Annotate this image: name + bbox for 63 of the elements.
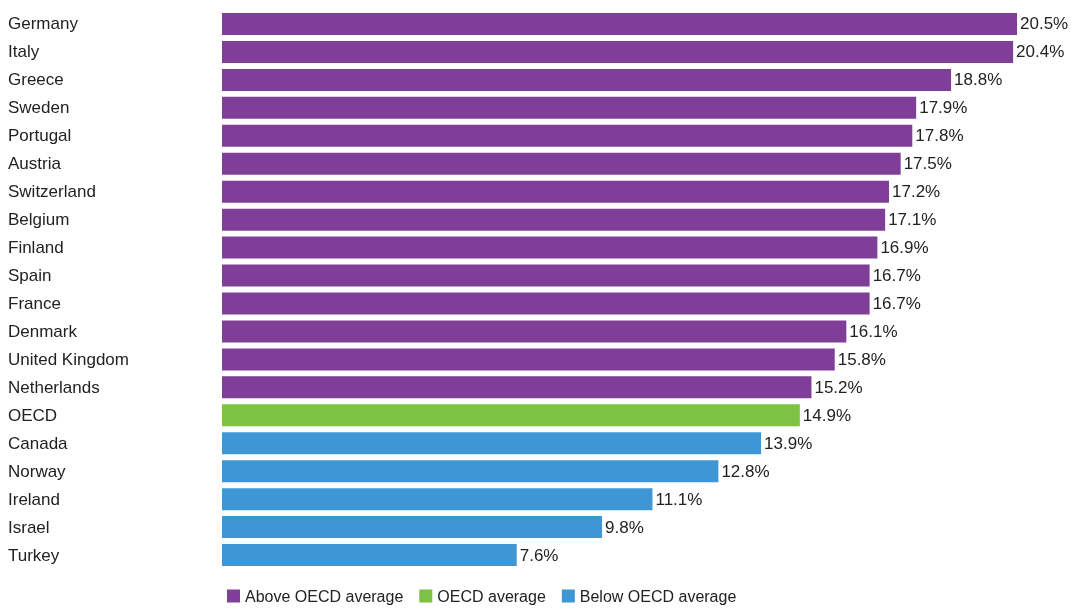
data-label: 17.2% [892, 182, 941, 202]
y-tick-label: United Kingdom [8, 349, 129, 369]
y-tick-label: Austria [8, 154, 62, 174]
data-label: 17.5% [903, 154, 952, 174]
y-tick-label: Belgium [8, 210, 70, 230]
bar [222, 460, 719, 483]
y-tick-label: Germany [8, 14, 79, 34]
data-label: 11.1% [655, 489, 703, 509]
y-tick-label: Sweden [8, 98, 70, 118]
data-label: 15.2% [814, 377, 863, 397]
bar [222, 236, 878, 259]
data-label: 16.7% [872, 293, 921, 313]
data-label: 20.5% [1020, 14, 1069, 34]
data-label: 7.6% [519, 545, 559, 565]
bar [222, 292, 870, 315]
bar [222, 40, 1014, 63]
bar [222, 516, 603, 539]
bar [222, 320, 847, 343]
data-label: 18.8% [954, 70, 1003, 90]
data-label: 17.1% [888, 210, 937, 230]
bar [222, 152, 901, 175]
data-label: 16.1% [849, 321, 898, 341]
data-label: 16.7% [872, 266, 921, 286]
data-label: 9.8% [605, 517, 644, 537]
bar [222, 96, 917, 119]
bar [222, 432, 762, 455]
y-tick-label: Italy [8, 42, 40, 62]
data-label: 14.9% [802, 405, 852, 425]
bar [222, 348, 835, 371]
bar [222, 544, 517, 567]
data-label: 17.8% [915, 126, 964, 146]
y-tick-label: Canada [8, 433, 69, 453]
y-tick-label: Denmark [8, 321, 78, 341]
y-tick-label: Turkey [8, 545, 60, 565]
y-tick-label: Netherlands [8, 377, 100, 397]
bar [222, 124, 913, 147]
bar [222, 208, 886, 231]
bar [222, 488, 653, 511]
bar [222, 68, 952, 91]
data-label: 16.9% [880, 238, 929, 258]
data-label: 20.4% [1016, 42, 1065, 62]
y-tick-label: Norway [8, 461, 67, 481]
data-label: 12.8% [721, 461, 770, 481]
y-tick-label: OECD [8, 405, 58, 425]
bar [222, 180, 890, 203]
legend-label: Above OECD average [245, 587, 404, 605]
data-label: 13.9% [764, 433, 813, 453]
y-tick-label: Finland [8, 238, 64, 258]
bar [222, 264, 870, 287]
bar [222, 376, 812, 399]
y-tick-label: Ireland [8, 489, 60, 509]
y-tick-label: Israel [8, 517, 50, 537]
data-label: 15.8% [837, 349, 886, 369]
y-tick-label: Portugal [8, 126, 72, 146]
legend-label: OECD average [437, 587, 546, 605]
legend-label: Below OECD average [579, 587, 737, 605]
bar [222, 12, 1017, 35]
y-tick-label: Greece [8, 70, 64, 90]
y-tick-label: Spain [8, 266, 52, 286]
data-label: 17.9% [919, 98, 968, 118]
y-tick-label: Switzerland [8, 182, 96, 202]
bar [222, 404, 800, 427]
y-tick-label: France [8, 293, 61, 313]
